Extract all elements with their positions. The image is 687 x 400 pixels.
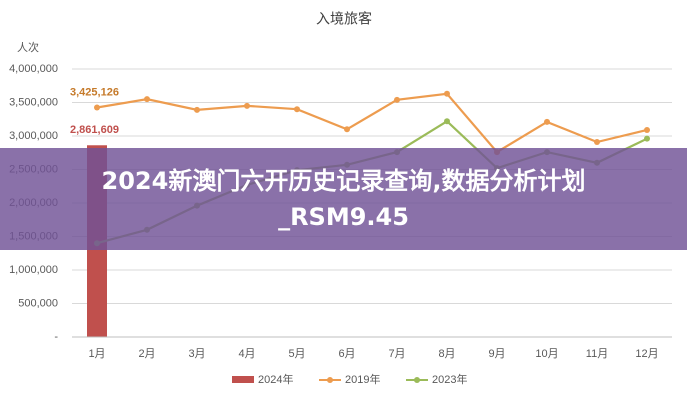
legend-swatch — [414, 377, 420, 383]
point — [444, 90, 450, 97]
overlay-banner: 2024新澳门六开历史记录查询,数据分析计划 _RSM9.45 — [0, 148, 687, 250]
x-tick-label: 8月 — [438, 348, 455, 360]
y-tick-label: 3,500,000 — [9, 96, 58, 108]
x-tick-label: 10月 — [535, 348, 558, 360]
overlay-text: _RSM9.45 — [278, 203, 409, 231]
x-tick-label: 6月 — [338, 348, 355, 360]
x-tick-label: 5月 — [288, 348, 305, 360]
legend-label: 2019年 — [345, 372, 380, 386]
x-tick-label: 2月 — [138, 348, 155, 360]
point — [644, 135, 650, 142]
point — [94, 104, 100, 111]
line — [96, 92, 648, 154]
y-tick-label: 3,000,000 — [9, 130, 58, 142]
y-tick-label: - — [54, 331, 58, 343]
point — [194, 106, 200, 113]
point — [344, 126, 350, 133]
point — [294, 106, 300, 113]
legend-label: 2023年 — [432, 372, 467, 386]
x-tick-label: 9月 — [488, 348, 505, 360]
point — [644, 126, 650, 133]
y-tick-label: 4,000,000 — [9, 63, 58, 75]
data-label: 2,861,609 — [70, 124, 119, 136]
point — [594, 139, 600, 146]
point — [544, 118, 550, 125]
x-tick-label: 3月 — [188, 348, 205, 360]
legend-swatch — [327, 377, 333, 383]
legend-swatch — [232, 376, 254, 383]
x-tick-label: 4月 — [238, 348, 255, 360]
point — [244, 102, 250, 109]
x-tick-label: 7月 — [388, 348, 405, 360]
legend-label: 2024年 — [258, 372, 293, 386]
x-tick-label: 1月 — [88, 348, 105, 360]
y-tick-label: 1,000,000 — [9, 264, 58, 276]
overlay-text: 2024新澳门六开历史记录查询,数据分析计划 — [101, 167, 586, 195]
point — [444, 118, 450, 125]
y-tick-label: 500,000 — [18, 297, 58, 309]
chart-title: 入境旅客 — [316, 11, 372, 27]
x-tick-label: 12月 — [635, 348, 658, 360]
point — [144, 96, 150, 103]
y-axis-label: 人次 — [17, 40, 39, 54]
point — [394, 96, 400, 103]
data-label: 3,425,126 — [70, 86, 119, 98]
x-tick-label: 11月 — [586, 348, 608, 360]
